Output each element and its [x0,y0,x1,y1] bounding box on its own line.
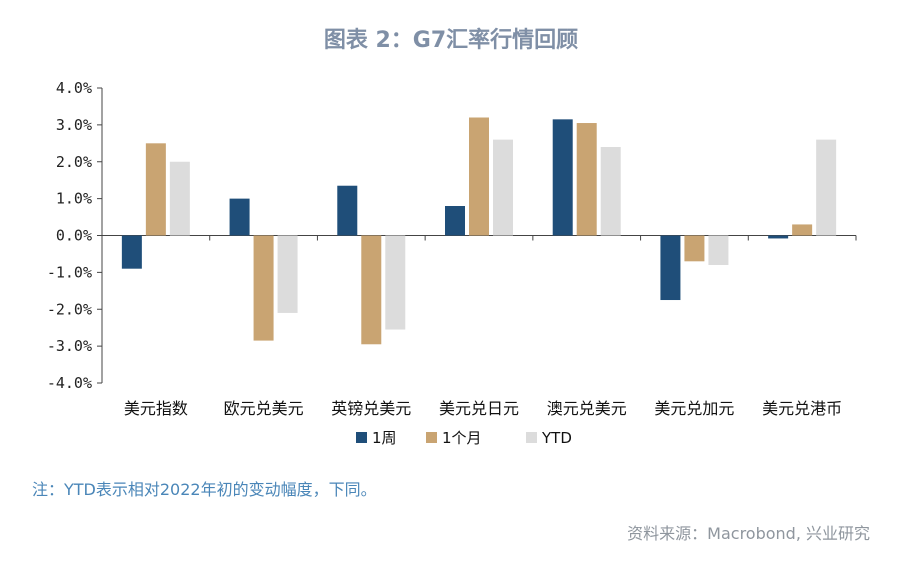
y-tick-label: -1.0% [47,263,92,281]
bar-1周 [660,235,681,301]
y-tick-label: 4.0% [56,79,92,97]
category-label: 澳元兑美元 [547,399,627,418]
category-label: 美元兑日元 [439,399,519,418]
chart-title: 图表 2：G7汇率行情回顾 [323,28,579,53]
bar-YTD [385,235,406,330]
y-tick-label: -4.0% [47,374,92,392]
footnote: 注：YTD表示相对2022年初的变动幅度，下同。 [32,480,377,499]
bar-1个月 [361,235,382,345]
bar-1周 [121,235,142,269]
y-tick-label: 3.0% [56,116,92,134]
category-label: 美元指数 [124,399,188,418]
source-note: 资料来源：Macrobond, 兴业研究 [627,524,870,543]
category-labels: 美元指数 欧元兑美元 英镑兑美元 美元兑日元 澳元兑美元 美元兑加元 美元兑港币 [124,399,842,418]
bar-1个月 [469,117,489,236]
bar-1周 [768,235,789,239]
category-label: 美元兑加元 [654,399,734,418]
bar-1个月 [792,224,813,236]
bar-YTD [169,161,190,236]
bar-1周 [229,198,250,236]
y-tick-label: 2.0% [56,153,92,171]
legend-label: 1周 [372,429,397,447]
legend-swatch [526,432,537,443]
bar-YTD [816,139,837,236]
y-tick-label: -2.0% [47,300,92,318]
bar-1个月 [145,143,166,236]
bar-1个月 [253,235,274,341]
bar-1周 [337,185,358,236]
bar-YTD [600,147,621,236]
bar-YTD [493,139,513,236]
legend-label: YTD [541,429,572,447]
y-tick-label: -3.0% [47,337,92,355]
category-label: 美元兑港币 [762,399,842,418]
category-label: 欧元兑美元 [224,399,304,418]
bar-YTD [277,235,298,313]
y-tick-label: 0.0% [56,227,92,245]
y-tick-label: 1.0% [56,190,92,208]
bar-chart: 4.0% 3.0% 2.0% 1.0% 0.0% -1.0% -2.0% -3.0% -4.0%… [47,79,857,447]
bars-layer [121,117,837,345]
axis-layer: 4.0% 3.0% 2.0% 1.0% 0.0% -1.0% -2.0% -3.0% -4.0% [47,79,857,392]
legend-swatch [356,432,367,443]
bar-1周 [552,119,573,236]
bar-1个月 [684,235,705,262]
bar-1周 [445,206,465,236]
legend-label: 1个月 [442,429,482,447]
legend: 1周 1个月 YTD [356,429,572,447]
bar-YTD [708,235,729,265]
legend-swatch [426,432,437,443]
category-label: 英镑兑美元 [331,399,411,418]
bar-1个月 [576,123,597,236]
